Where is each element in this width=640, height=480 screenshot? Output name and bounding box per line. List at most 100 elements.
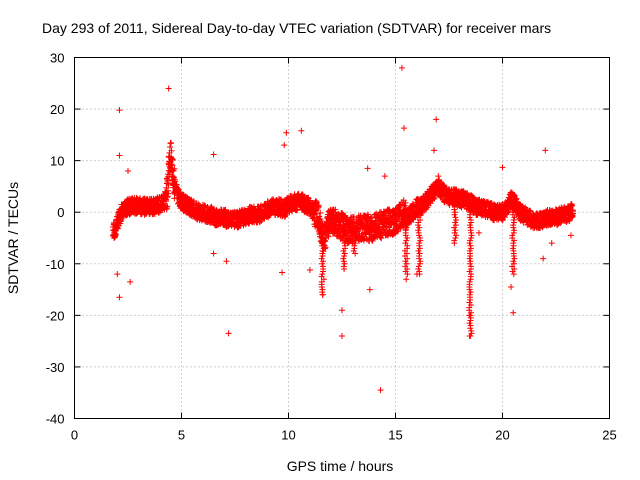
data-point bbox=[402, 214, 409, 221]
data-point bbox=[401, 202, 408, 209]
data-point bbox=[467, 265, 474, 272]
data-point-outlier bbox=[413, 271, 420, 278]
data-point bbox=[415, 206, 422, 213]
data-point bbox=[501, 214, 508, 221]
data-point bbox=[467, 209, 474, 216]
data-points bbox=[110, 64, 576, 394]
data-point-outlier bbox=[540, 255, 547, 262]
data-point bbox=[352, 250, 359, 257]
y-tick-label: 20 bbox=[50, 102, 64, 117]
data-point bbox=[566, 217, 573, 224]
data-point bbox=[320, 258, 327, 265]
data-point-outlier bbox=[466, 312, 473, 319]
data-point bbox=[427, 200, 434, 207]
data-point bbox=[319, 271, 326, 278]
data-point bbox=[453, 232, 460, 239]
data-point-outlier bbox=[210, 151, 217, 158]
data-point-outlier bbox=[431, 147, 438, 154]
data-point bbox=[384, 232, 391, 239]
x-tick-label: 10 bbox=[281, 428, 295, 443]
data-point bbox=[340, 237, 347, 244]
data-point-outlier bbox=[116, 107, 123, 114]
data-point bbox=[340, 255, 347, 262]
x-axis-label: GPS time / hours bbox=[287, 458, 394, 474]
data-point bbox=[419, 209, 426, 216]
data-point bbox=[510, 224, 517, 231]
data-point bbox=[112, 232, 119, 239]
data-point-outlier bbox=[508, 283, 515, 290]
data-point bbox=[175, 185, 182, 192]
y-tick-label: 0 bbox=[57, 205, 64, 220]
data-point bbox=[451, 198, 458, 205]
data-point-outlier bbox=[165, 85, 172, 92]
data-point-outlier bbox=[339, 307, 345, 314]
data-point bbox=[341, 260, 348, 267]
data-point bbox=[318, 283, 325, 290]
data-point bbox=[317, 210, 324, 217]
data-point bbox=[467, 253, 474, 260]
data-point-outlier bbox=[403, 276, 410, 283]
data-point bbox=[416, 204, 423, 211]
data-point-outlier bbox=[116, 152, 123, 159]
data-point bbox=[341, 250, 348, 257]
data-point-outlier bbox=[475, 229, 482, 236]
data-point bbox=[315, 202, 322, 209]
x-tick-label: 5 bbox=[178, 428, 185, 443]
data-point bbox=[511, 201, 518, 208]
data-point bbox=[403, 224, 410, 231]
data-point-outlier bbox=[398, 64, 405, 71]
data-point-outlier bbox=[401, 125, 408, 132]
data-point bbox=[164, 193, 171, 200]
data-point bbox=[467, 227, 474, 234]
data-point-outlier bbox=[114, 271, 121, 278]
x-tick-label: 20 bbox=[495, 428, 509, 443]
data-point bbox=[325, 233, 332, 240]
data-point-outlier bbox=[467, 332, 474, 339]
data-point bbox=[466, 320, 473, 327]
data-point-outlier bbox=[542, 147, 549, 154]
data-point bbox=[165, 190, 172, 197]
data-point bbox=[511, 214, 518, 221]
data-point bbox=[402, 219, 409, 226]
data-point bbox=[452, 209, 459, 216]
data-point bbox=[402, 258, 409, 265]
data-point bbox=[415, 211, 422, 218]
y-tick-label: 30 bbox=[50, 51, 64, 66]
data-point bbox=[351, 245, 358, 252]
data-point bbox=[402, 199, 409, 206]
data-point-outlier bbox=[116, 294, 123, 301]
data-point bbox=[350, 227, 357, 234]
data-point-outlier bbox=[377, 387, 384, 394]
data-point bbox=[453, 216, 460, 223]
data-point bbox=[168, 161, 175, 168]
data-point-outlier bbox=[366, 286, 373, 293]
data-point bbox=[403, 216, 410, 223]
data-point bbox=[351, 229, 358, 236]
data-point-outlier bbox=[499, 164, 506, 171]
data-point bbox=[319, 260, 326, 267]
data-point bbox=[415, 247, 422, 254]
data-point-outlier bbox=[548, 240, 555, 247]
data-point bbox=[332, 206, 339, 213]
data-point bbox=[403, 205, 410, 212]
data-point bbox=[416, 260, 423, 267]
x-tick-label: 0 bbox=[71, 428, 78, 443]
data-point-outlier bbox=[510, 309, 517, 316]
data-point bbox=[484, 213, 491, 220]
data-point bbox=[416, 255, 423, 262]
data-point bbox=[341, 253, 348, 260]
data-point bbox=[466, 198, 473, 205]
data-point-outlier bbox=[339, 332, 345, 339]
data-point bbox=[320, 268, 327, 275]
data-point bbox=[415, 222, 422, 229]
data-point bbox=[452, 227, 459, 234]
data-point bbox=[510, 229, 517, 236]
x-tick-label: 15 bbox=[388, 428, 402, 443]
data-point bbox=[513, 195, 520, 202]
data-point bbox=[499, 217, 506, 224]
data-point bbox=[403, 237, 410, 244]
data-point bbox=[163, 198, 170, 205]
data-point bbox=[467, 325, 474, 332]
data-point bbox=[467, 276, 474, 283]
